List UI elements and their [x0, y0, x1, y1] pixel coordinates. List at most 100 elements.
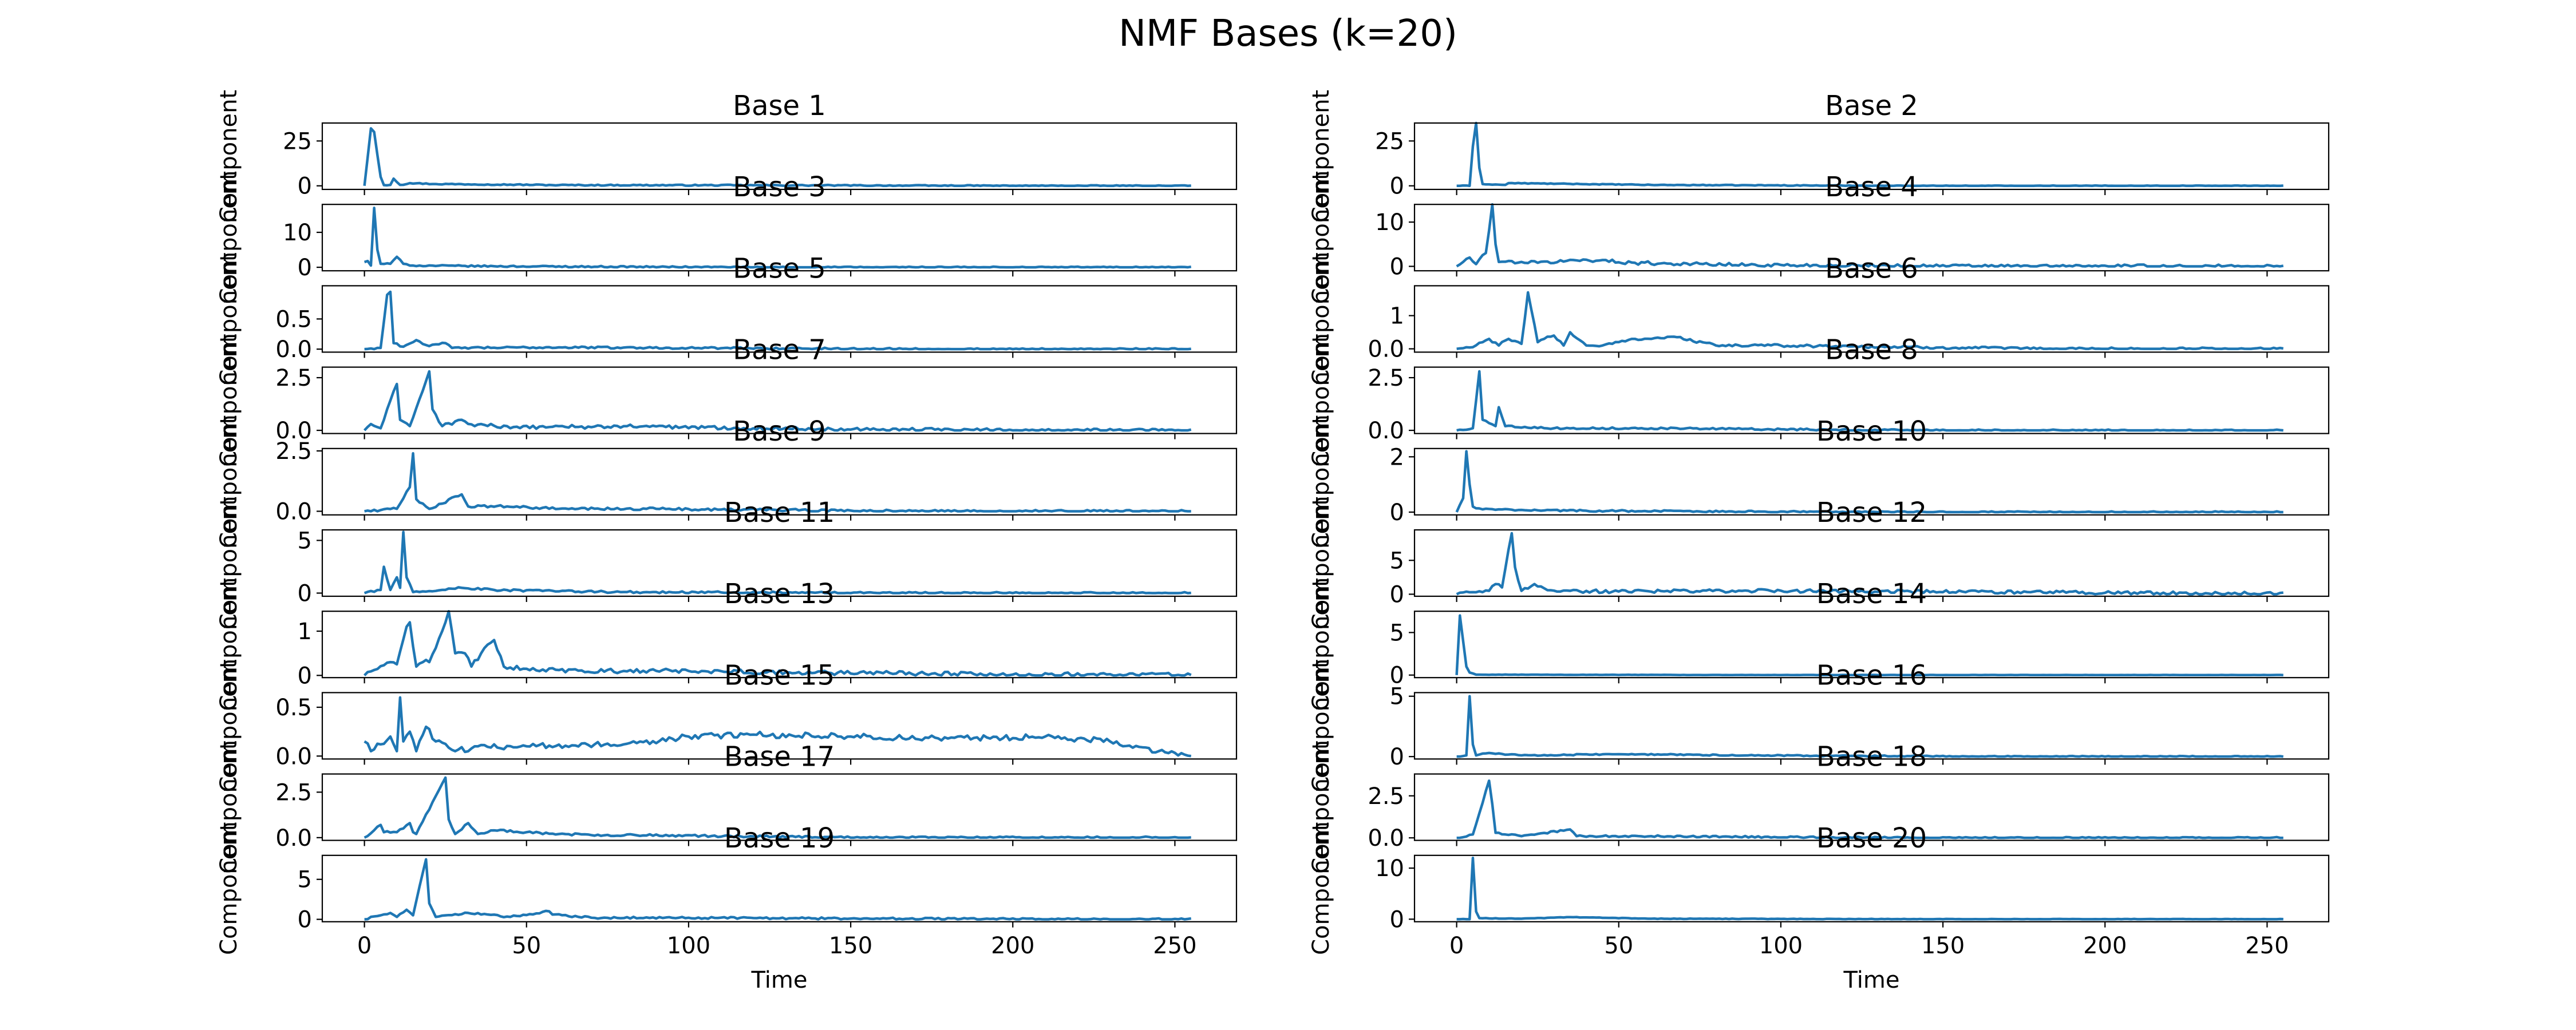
- x-tick-label: 0: [1449, 933, 1464, 959]
- subplot-base-6: 0.0 1 Base 6 Component: [1308, 252, 2330, 386]
- y-tick-label: 25: [283, 128, 312, 154]
- y-axis-label: Component: [216, 415, 242, 548]
- y-axis-label: Component: [1308, 578, 1334, 711]
- subplot-base-17: 0.0 2.5 Base 17 Component: [216, 740, 1238, 874]
- subplot-base-15: 0.0 0.5 Base 15 Component: [216, 659, 1238, 793]
- subplot-title: Base 17: [724, 741, 835, 773]
- y-axis-label: Component: [1308, 252, 1334, 385]
- subplot-base-10: 0 2 Base 10 Component: [1308, 415, 2330, 548]
- y-tick-label: 0: [1390, 500, 1404, 526]
- y-axis-label: Component: [1308, 90, 1334, 223]
- axes-frame: [1413, 122, 2330, 191]
- y-axis-label: Component: [216, 659, 242, 792]
- y-tick-label: 5: [298, 867, 312, 893]
- y-tick-label: 2.5: [275, 779, 312, 806]
- series-line-base-9: [364, 451, 1191, 513]
- y-tick-label: 0.0: [275, 825, 312, 851]
- subplot-title: Base 7: [733, 334, 826, 366]
- y-tick-label: 0.0: [1368, 336, 1404, 363]
- series-line-base-7: [363, 370, 1192, 432]
- y-tick-label: 2: [1390, 444, 1404, 470]
- y-tick-label: 5: [1390, 548, 1404, 574]
- series-line-base-12: [1456, 532, 2283, 596]
- subplot-base-2: 0 25 Base 2 Component: [1308, 90, 2330, 223]
- y-tick-label: 10: [1375, 855, 1404, 882]
- subplot-title: Base 20: [1816, 822, 1927, 854]
- y-axis-label: Component: [216, 578, 242, 711]
- x-tick-label: 150: [1921, 933, 1965, 959]
- x-tick-label: 250: [1153, 933, 1196, 959]
- series-line-base-17: [364, 776, 1191, 839]
- axes-frame: [321, 366, 1238, 434]
- y-tick-label: 0.0: [275, 418, 312, 444]
- subplot-title: Base 14: [1816, 578, 1927, 610]
- y-tick-label: 5: [298, 528, 312, 554]
- y-tick-label: 0: [1390, 253, 1404, 280]
- axes-frame: [1413, 366, 2330, 434]
- axes-frame: [321, 692, 1238, 760]
- y-axis-label: Component: [1308, 659, 1334, 792]
- y-tick-label: 0: [1390, 744, 1404, 770]
- series-line-base-16: [1456, 695, 2283, 758]
- series-line-base-8: [1456, 370, 2283, 432]
- subplot-title: Base 10: [1816, 415, 1927, 447]
- x-tick-label: 50: [1604, 933, 1633, 959]
- y-axis-label: Component: [1308, 415, 1334, 548]
- series-line-base-18: [1456, 779, 2283, 839]
- y-tick-label: 0.0: [1368, 418, 1404, 444]
- x-tick-label: 100: [1759, 933, 1803, 959]
- y-tick-label: 1: [1390, 303, 1404, 330]
- y-tick-label: 2.5: [1368, 365, 1404, 391]
- x-tick-label: 250: [2245, 933, 2289, 959]
- axes-frame: [1413, 447, 2330, 516]
- series-line-base-6: [1456, 291, 2284, 350]
- y-tick-label: 0.0: [275, 743, 312, 770]
- axes-frame: [321, 611, 1238, 679]
- series-line-base-4: [1456, 203, 2284, 268]
- y-axis-label: Component: [1308, 822, 1334, 955]
- x-tick-label: 0: [357, 933, 372, 959]
- y-tick-label: 0: [298, 907, 312, 933]
- axes-frame: [321, 529, 1238, 597]
- subplot-base-11: 0 5 Base 11 Component: [216, 497, 1238, 629]
- series-line-base-3: [364, 207, 1192, 269]
- y-axis-label: Component: [216, 171, 242, 304]
- subplot-title: Base 2: [1825, 90, 1918, 122]
- subplot-base-4: 0 10 Base 4 Component: [1308, 171, 2330, 304]
- axes-frame: [1413, 285, 2330, 353]
- subplot-title: Base 8: [1825, 334, 1918, 366]
- y-tick-label: 2.5: [275, 438, 312, 465]
- x-tick-label: 200: [991, 933, 1034, 959]
- axes-frame: [1413, 611, 2330, 679]
- x-axis-label: Time: [751, 967, 808, 993]
- y-tick-label: 0.0: [1368, 825, 1404, 851]
- series-line-base-2: [1456, 121, 2283, 187]
- series-line-base-1: [363, 127, 1191, 187]
- y-tick-label: 0: [298, 255, 312, 281]
- axes-frame: [1413, 529, 2330, 597]
- subplot-title: Base 12: [1816, 497, 1927, 529]
- axes-frame: [321, 773, 1238, 841]
- series-line-base-11: [364, 530, 1191, 595]
- y-tick-label: 0: [298, 663, 312, 689]
- subplot-base-14: 05 Base 14 Component: [1308, 578, 2330, 711]
- y-tick-label: 10: [1375, 209, 1404, 236]
- y-axis-label: Component: [1308, 497, 1334, 629]
- y-tick-label: 0: [298, 580, 312, 607]
- axes-frame: [321, 854, 1238, 922]
- axes-frame: [321, 122, 1238, 191]
- axes-frame: [1413, 854, 2330, 922]
- series-line-base-13: [364, 609, 1192, 677]
- subplot-title: Base 9: [733, 415, 826, 447]
- axes-frame: [1413, 204, 2330, 272]
- y-axis-label: Component: [1308, 740, 1334, 873]
- y-tick-label: 0.5: [275, 306, 312, 332]
- y-tick-label: 0: [298, 173, 312, 200]
- y-tick-label: 0: [1390, 663, 1404, 689]
- y-tick-label: 5: [1390, 684, 1404, 710]
